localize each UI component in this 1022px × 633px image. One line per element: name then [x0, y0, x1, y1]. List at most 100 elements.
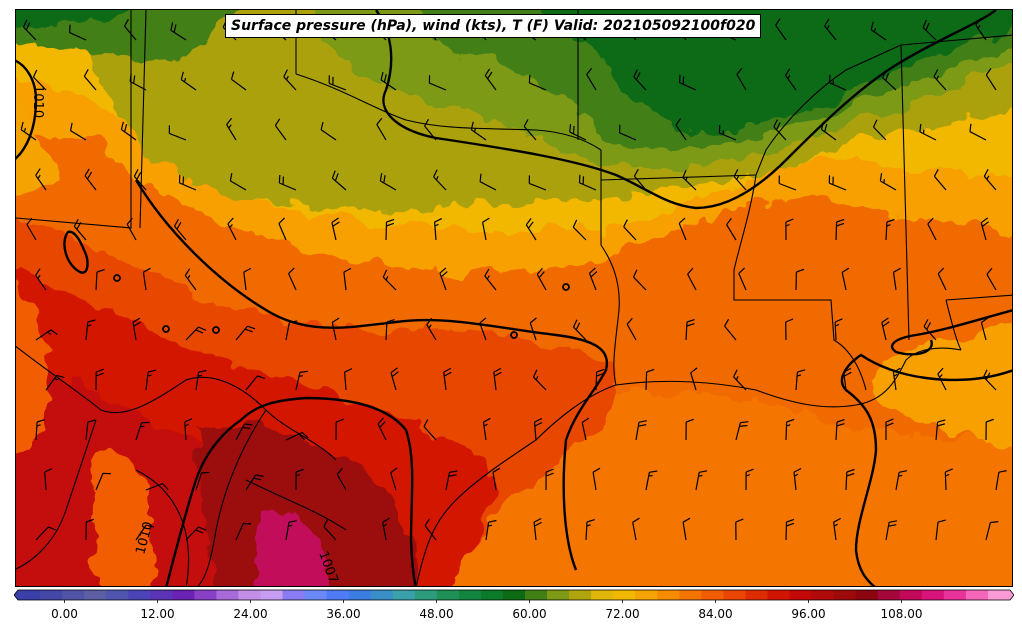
colorbar-cell	[392, 590, 416, 600]
colorbar-cell	[414, 590, 438, 600]
wind-barbs	[20, 18, 1007, 541]
colorbar-cell	[767, 590, 791, 600]
wind-barb	[83, 69, 97, 91]
colorbar-cell	[458, 590, 482, 600]
wind-barb	[528, 74, 547, 91]
wind-barb	[985, 68, 997, 91]
wind-barb	[738, 267, 747, 291]
wind-barb	[278, 174, 297, 191]
colorbar-tick-label: 96.00	[791, 607, 826, 621]
wind-barb	[84, 168, 97, 191]
wind-barb	[484, 68, 497, 91]
wind-barb	[578, 174, 597, 191]
colorbar-cell	[282, 590, 306, 600]
wind-barb	[323, 519, 337, 541]
wind-barb	[482, 217, 490, 241]
colorbar-tick-label: 12.00	[140, 607, 175, 621]
wind-barb	[35, 268, 47, 291]
wind-barb	[835, 218, 845, 241]
map-title: Surface pressure (hPa), wind (kts), T (F…	[225, 14, 762, 38]
wind-barb	[735, 518, 744, 541]
wind-barb	[882, 70, 897, 91]
wind-barb	[385, 218, 395, 241]
wind-barb	[385, 319, 395, 341]
wind-barb	[335, 418, 344, 441]
wind-barb	[687, 267, 697, 291]
wind-barb	[479, 317, 487, 341]
wind-barb	[229, 172, 247, 191]
wind-barb	[95, 472, 111, 491]
wind-barb	[885, 218, 895, 241]
wind-barb	[581, 417, 590, 441]
wind-barb	[142, 267, 151, 291]
wind-barb	[295, 468, 305, 491]
wind-barb	[695, 470, 708, 491]
colorbar-cell	[216, 590, 239, 600]
colorbar-tick-label: 48.00	[419, 607, 454, 621]
wind-barb	[569, 124, 587, 141]
wind-barb	[126, 217, 137, 241]
wind-barb	[70, 122, 87, 141]
wind-barb	[592, 467, 601, 491]
wind-barb	[833, 517, 841, 541]
wind-barb	[35, 526, 57, 541]
wind-barb	[937, 267, 947, 291]
wind-barb	[623, 219, 637, 241]
temperature-map: 1010 1010 1007	[16, 10, 1012, 586]
wind-barb	[885, 418, 894, 440]
colorbar-cell	[348, 590, 372, 600]
political-borders	[16, 10, 1012, 586]
wind-barb	[735, 421, 749, 441]
wind-barb	[382, 517, 390, 541]
wind-barb	[95, 269, 105, 291]
wind-barb	[331, 217, 340, 241]
colorbar-cell	[436, 590, 460, 600]
wind-barb	[975, 18, 987, 41]
colorbar-cell	[745, 590, 769, 600]
wind-barb	[423, 419, 437, 441]
wind-barb	[178, 174, 197, 191]
wind-barb	[678, 217, 687, 241]
wind-barb	[635, 420, 647, 441]
wind-barb	[724, 318, 737, 341]
wind-barb	[645, 368, 655, 391]
wind-barb	[85, 518, 95, 541]
wind-barb	[479, 173, 497, 191]
wind-barb	[525, 218, 537, 241]
wind-barb	[343, 267, 352, 291]
colorbar-cells	[14, 590, 1014, 600]
wind-barb	[145, 483, 169, 491]
wind-barb	[572, 219, 587, 241]
wind-barb	[835, 419, 845, 441]
wind-barb	[439, 267, 448, 291]
colorbar-cell	[547, 590, 570, 600]
colorbar-cell	[260, 590, 284, 600]
wind-barb	[424, 118, 437, 141]
wind-barb	[283, 69, 297, 91]
wind-barb	[288, 267, 297, 291]
wind-barb	[235, 325, 256, 341]
colorbar-cell	[569, 590, 592, 600]
wind-barb	[331, 317, 340, 341]
wind-barb	[843, 367, 852, 391]
colorbar-cell	[965, 590, 989, 600]
wind-barb	[243, 267, 252, 291]
wind-barb	[682, 517, 691, 541]
wind-barb	[45, 374, 65, 391]
colorbar-cell	[987, 590, 1011, 600]
wind-barb	[679, 74, 697, 91]
wind-barb	[434, 218, 443, 241]
wind-barb	[944, 468, 953, 491]
wind-barb	[870, 21, 887, 41]
wind-barb	[885, 520, 898, 541]
wind-barb	[895, 470, 908, 491]
wind-barb	[426, 317, 437, 341]
wind-barb	[390, 367, 399, 391]
colorbar-cell	[943, 590, 967, 600]
colorbar-tick-label: 108.00	[880, 607, 923, 621]
colorbar-cell	[855, 590, 879, 600]
wind-barb	[980, 217, 990, 241]
wind-barb	[785, 318, 794, 341]
wind-barb	[588, 267, 598, 291]
wind-barb	[170, 22, 187, 41]
